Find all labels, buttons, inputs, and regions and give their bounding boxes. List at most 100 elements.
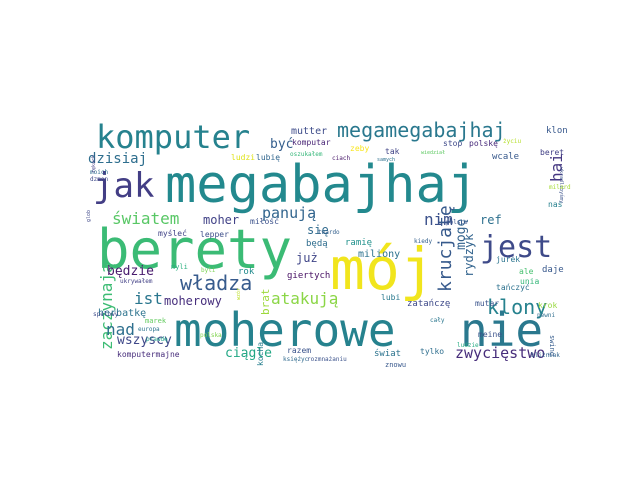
word-megabajhaj: megabajhaj xyxy=(165,155,478,215)
word-ist: ist xyxy=(134,289,163,308)
word-ref: ref xyxy=(480,213,502,227)
word-nad: nad xyxy=(106,320,135,339)
word-pewni: pewni xyxy=(537,312,555,319)
word-juz: już xyxy=(296,251,318,265)
word-milard: milard xyxy=(549,184,571,191)
word-byc: być xyxy=(270,137,293,152)
word-giertych: giertych xyxy=(287,271,330,281)
word-byli: byli xyxy=(201,267,216,274)
word-tylko: tylko xyxy=(420,347,444,356)
word-myli: myli xyxy=(171,263,188,271)
word-ciach: ciach xyxy=(332,155,350,162)
word-bedzie: będzie xyxy=(107,264,154,279)
word-jak: jak xyxy=(93,166,154,206)
word-ludzie: ludzie xyxy=(457,342,479,349)
word-komputer: komputer xyxy=(96,118,250,156)
word-ludzi: ludzi xyxy=(231,153,255,162)
word-blizniak: bliżniak xyxy=(531,352,560,359)
word-swiatem: światem xyxy=(112,209,179,228)
word-komputermajne: komputermajne xyxy=(117,350,180,359)
word-glob: glob xyxy=(86,210,92,222)
word-zyciu: życiu xyxy=(503,138,521,145)
word-rok: rok xyxy=(238,267,255,277)
word-wiedzial: wiedział xyxy=(421,150,445,156)
word-ramie: ramię xyxy=(345,238,372,248)
word-oszukalem: oszukałem xyxy=(290,151,323,158)
word-panuja: panują xyxy=(262,204,316,222)
word-kiedy: kiedy xyxy=(414,238,432,245)
word-rydzyk: rydzyk xyxy=(462,233,476,277)
word-komputar: komputar xyxy=(292,138,331,147)
word-znowu: znowu xyxy=(385,361,406,369)
word-myslec: myśleć xyxy=(158,228,187,238)
word-mutar: mutar xyxy=(475,299,499,308)
word-rekach: rękach xyxy=(91,155,97,173)
word-moich: moich xyxy=(90,169,108,176)
word-beda: będą xyxy=(306,239,328,249)
word-polska: polska xyxy=(200,332,222,339)
word-stop: stop xyxy=(443,139,462,148)
word-klony: klony xyxy=(487,295,547,319)
word-swiat: świat xyxy=(374,348,401,359)
word-moj: mój xyxy=(330,235,435,303)
word-lubi: lubi xyxy=(381,293,400,302)
word-jest: jest xyxy=(480,230,552,265)
word-polske: polskę xyxy=(469,139,498,148)
word-samych: samych xyxy=(377,157,395,163)
word-zwyciestwo: zwycięstwo xyxy=(455,344,545,362)
word-ukrywalem: ukrywałem xyxy=(120,278,153,285)
word-ukradlibysmy: ukradlibyśmy xyxy=(558,167,565,203)
word-ale: ale xyxy=(519,267,534,276)
word-tak: tak xyxy=(385,147,400,156)
word-moge: mogę xyxy=(454,219,469,250)
word-wszyscy: wszyscy xyxy=(117,333,172,348)
word-ksiezyc: księżyc xyxy=(283,356,309,363)
word-nie: nie xyxy=(460,303,543,357)
word-prawde: prawdę xyxy=(146,336,168,343)
word-klon: klon xyxy=(546,126,568,136)
word-moherowe: moherowe xyxy=(174,303,396,357)
word-marek: marek xyxy=(145,317,167,325)
word-moherowy: moherowy xyxy=(164,294,222,308)
word-dzisiaj: dzisiaj xyxy=(88,151,147,167)
word-zaczynaja: zaczynają xyxy=(97,263,116,350)
word-kocha: kocha xyxy=(256,342,265,366)
word-milosc: miłość xyxy=(250,216,279,226)
word-megamegabajhaj: megamegabajhaj xyxy=(337,118,506,142)
word-lepper: lepper xyxy=(200,230,229,239)
word-brat: brat xyxy=(259,289,272,316)
word-miliony: miliony xyxy=(358,249,400,260)
word-europa: europa xyxy=(138,326,160,333)
word-caly: cały xyxy=(430,317,445,324)
word-hai: hai xyxy=(547,153,566,182)
word-unia: unia xyxy=(520,277,539,286)
word-krucjate: krucjatę xyxy=(435,205,456,292)
word-nas: nas xyxy=(548,200,563,209)
word-wladza: władza xyxy=(180,271,252,295)
word-atakuja: atakują xyxy=(271,289,338,308)
word-polsce: polsce xyxy=(446,219,468,226)
word-razem: razem xyxy=(287,346,311,355)
word-tanczyc: tańczyć xyxy=(496,282,530,292)
word-beret: beret xyxy=(540,148,564,157)
word-berety: berety xyxy=(97,218,292,281)
word-jurek: jurek xyxy=(496,255,520,264)
word-dzmon: dzmon xyxy=(90,176,108,183)
word-sie: się xyxy=(307,223,329,237)
word-rozmnazaniu: rozmnażaniu xyxy=(307,356,347,363)
word-daje: daje xyxy=(542,265,564,275)
word-zatancze: zatańczę xyxy=(407,299,450,309)
word-spelowy: spelowy xyxy=(93,311,119,318)
word-twardo: twardo xyxy=(318,229,340,236)
word-moher: moher xyxy=(203,213,239,227)
word-wzor: wzór xyxy=(235,288,242,300)
word-lubie: lubię xyxy=(256,153,280,162)
word-herbatke: herbatkę xyxy=(98,308,146,319)
word-meine: meine xyxy=(478,330,502,339)
word-krok: krok xyxy=(538,301,557,310)
word-nim: nim xyxy=(424,210,453,229)
word-swing: swing xyxy=(548,335,556,356)
word-wcale: wcale xyxy=(492,152,519,162)
